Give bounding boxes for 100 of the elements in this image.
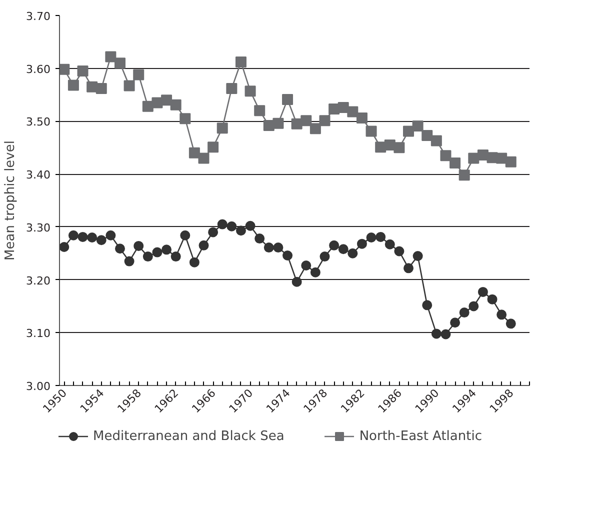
point [282, 250, 293, 260]
y-tick-label: 3.30 [26, 221, 51, 234]
point [450, 157, 461, 168]
point [114, 58, 126, 69]
point [403, 126, 414, 137]
point [161, 94, 172, 106]
point [459, 308, 470, 318]
point [162, 244, 172, 255]
point [496, 152, 508, 164]
point [152, 247, 162, 258]
point [208, 142, 219, 153]
point [292, 276, 302, 287]
point [310, 123, 321, 134]
point [356, 112, 368, 124]
point [198, 240, 209, 250]
point [496, 310, 507, 320]
point [235, 56, 246, 68]
point [114, 244, 125, 254]
point [506, 318, 516, 329]
legend-label: North-East Atlantic [359, 428, 482, 444]
point [244, 86, 256, 97]
point [87, 232, 98, 242]
y-tick-label: 3.40 [26, 168, 51, 182]
point [329, 240, 340, 250]
point [180, 230, 190, 240]
point [236, 226, 246, 236]
legend-label: Mediterranean and Black Sea [93, 428, 284, 444]
point [412, 120, 424, 132]
point [198, 152, 210, 164]
point [60, 64, 70, 75]
point [347, 106, 358, 118]
point [68, 230, 78, 240]
point [348, 248, 358, 258]
point [96, 82, 107, 94]
point [477, 150, 488, 161]
y-axis-title: Mean trophic level [3, 140, 18, 260]
point [226, 221, 237, 232]
point [394, 142, 405, 154]
point [394, 246, 404, 256]
point [273, 242, 284, 253]
point [78, 232, 88, 242]
point [282, 94, 294, 106]
y-tick-label: 3.70 [26, 10, 51, 23]
point [366, 126, 377, 137]
point [208, 227, 218, 238]
point [96, 235, 106, 246]
point [301, 260, 312, 271]
point [124, 256, 134, 266]
point [245, 220, 256, 231]
point [152, 97, 163, 108]
point [124, 80, 135, 92]
point [356, 238, 367, 249]
point [133, 69, 144, 80]
point [468, 301, 479, 312]
y-tick-label: 3.00 [26, 380, 51, 393]
point [189, 257, 200, 268]
point [254, 105, 266, 116]
point [264, 242, 274, 253]
point [458, 170, 470, 181]
point [216, 122, 228, 134]
point [468, 152, 480, 164]
point [105, 51, 116, 62]
point [217, 219, 228, 230]
point [188, 147, 200, 158]
point [68, 80, 79, 91]
point [366, 232, 376, 242]
point [422, 300, 432, 310]
point [376, 232, 386, 242]
y-tick-label: 3.10 [26, 327, 51, 340]
point [300, 115, 312, 126]
point [505, 156, 516, 168]
point [404, 263, 414, 274]
point [320, 252, 330, 262]
point [254, 234, 265, 244]
point [60, 242, 70, 252]
y-tick-label: 3.50 [26, 116, 51, 129]
y-tick-label: 3.20 [26, 274, 51, 288]
point [422, 130, 433, 141]
point [226, 82, 238, 94]
point [412, 251, 423, 261]
point [180, 113, 191, 124]
point [450, 318, 460, 328]
y-tick-label: 3.60 [26, 62, 51, 76]
point [170, 252, 181, 262]
point [440, 329, 451, 340]
point [430, 135, 442, 146]
point [142, 252, 153, 262]
point [272, 118, 284, 129]
point [319, 115, 330, 126]
point [338, 244, 348, 254]
point [384, 239, 395, 250]
point [487, 294, 498, 304]
point [478, 286, 488, 297]
point [431, 328, 442, 339]
point [310, 267, 320, 278]
point [77, 66, 88, 76]
point [134, 240, 144, 251]
point [170, 99, 182, 110]
point [440, 150, 452, 162]
point [106, 230, 116, 240]
